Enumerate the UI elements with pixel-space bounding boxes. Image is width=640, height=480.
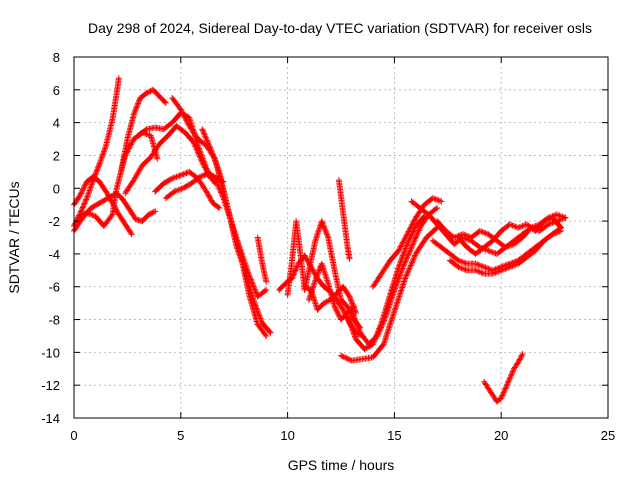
y-tick-label: -4 <box>48 247 60 262</box>
series-16-markers <box>306 260 357 323</box>
chart-grid <box>74 57 608 418</box>
chart-marks <box>71 75 569 405</box>
axis-ticks: 0 5 10 15 20 25 -14 -12 -10 -8 -6 -4 -2 0 2 4 6 8 <box>41 50 615 443</box>
y-tick-label: -6 <box>48 280 60 295</box>
x-tick-label: 20 <box>494 428 508 443</box>
series-22-markers <box>408 198 569 257</box>
x-tick-label: 10 <box>280 428 294 443</box>
series-25-markers <box>446 227 564 277</box>
y-tick-label: 4 <box>53 116 60 131</box>
y-tick-label: -8 <box>48 313 60 328</box>
x-tick-label: 5 <box>177 428 184 443</box>
series-17-markers <box>335 177 353 262</box>
y-tick-label: 2 <box>53 148 60 163</box>
series-27-markers <box>481 351 526 405</box>
chart-title: Day 298 of 2024, Sidereal Day-to-day VTE… <box>88 20 592 36</box>
y-tick-label: -12 <box>41 378 60 393</box>
y-tick-label: -2 <box>48 214 60 229</box>
x-tick-label: 0 <box>70 428 77 443</box>
series-26 <box>455 214 564 257</box>
y-tick-label: -10 <box>41 345 60 360</box>
series-24 <box>429 224 564 274</box>
x-tick-label: 25 <box>601 428 615 443</box>
series-25 <box>446 227 564 277</box>
x-axis-title: GPS time / hours <box>288 457 395 473</box>
x-tick-label: 15 <box>387 428 401 443</box>
y-tick-label: 8 <box>53 50 60 65</box>
y-axis-title: SDTVAR / TECUs <box>6 181 22 293</box>
series-10 <box>199 126 274 336</box>
series-16 <box>306 260 357 323</box>
series-19 <box>344 213 428 353</box>
y-tick-label: -14 <box>41 411 60 426</box>
series-27 <box>481 351 526 405</box>
y-tick-label: 6 <box>53 83 60 98</box>
series-26-markers <box>455 214 564 257</box>
y-tick-label: 0 <box>53 181 60 196</box>
series-4-markers <box>118 86 169 175</box>
series-22 <box>408 198 569 257</box>
series-19-markers <box>344 213 428 353</box>
series-4 <box>118 86 169 175</box>
series-11 <box>203 170 270 300</box>
series-12-markers <box>254 234 270 285</box>
plot-frame <box>73 56 609 419</box>
series-12 <box>254 234 270 285</box>
series-21-markers <box>338 224 441 364</box>
series-24-markers <box>429 224 564 274</box>
series-11-markers <box>203 170 270 300</box>
series-21 <box>338 224 441 364</box>
series-17 <box>335 177 353 262</box>
series-10-markers <box>199 126 274 336</box>
